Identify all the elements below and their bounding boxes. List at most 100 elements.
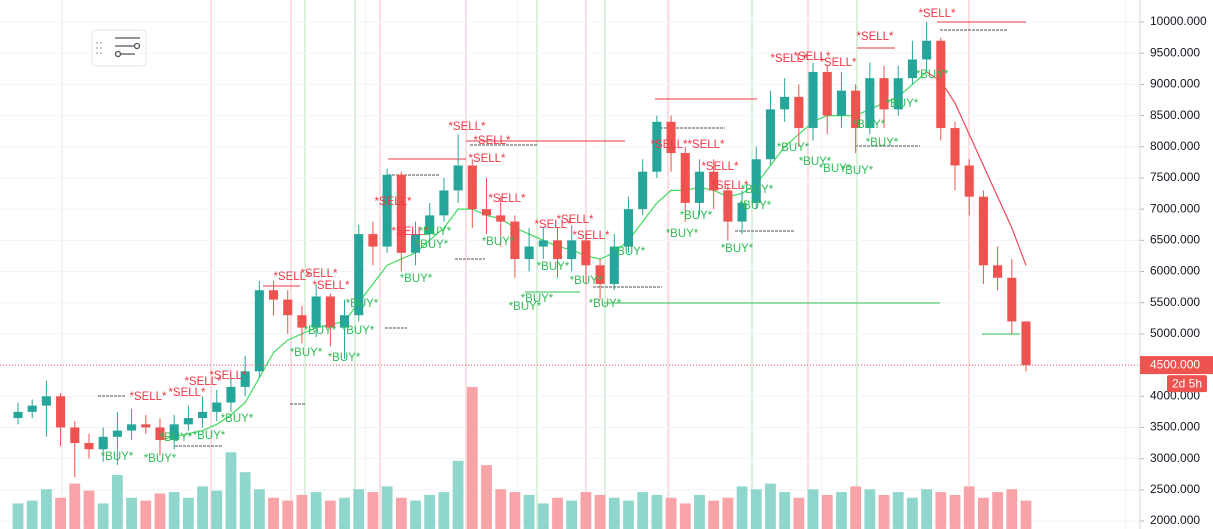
volume-bar [466,387,478,529]
volume-bar [197,486,208,529]
buy-signal: *BUY* [916,69,949,81]
sell-signal: *SELL* [312,280,350,292]
buy-signal: *BUY* [853,119,886,131]
volume-bar [353,489,365,529]
buy-signal: *BUY* [101,451,134,463]
volume-bar [140,500,152,529]
volume-bar [1020,500,1032,529]
candle-body [794,96,804,129]
last-price-box [1140,356,1213,375]
candle-body [467,165,477,210]
volume-bar [438,492,450,529]
candle-body [808,71,818,129]
volume-bar [225,452,237,529]
candle-body [581,240,591,266]
buy-signal: *BUY* [416,239,449,251]
buy-signal: *BUY* [777,142,810,154]
candle-body [694,171,705,203]
volume-bar [239,472,251,529]
volume-bar [935,492,947,529]
y-tick-label: 2500.000 [1150,482,1200,496]
candle-body [936,40,946,129]
sell-signal: *SELL* [687,139,725,151]
candle-body [609,246,619,284]
sell-signal: *SELL* [793,51,831,63]
widget-icon [114,37,141,58]
volume-bar [907,497,918,529]
volume-bar [40,489,52,529]
candle-body [737,202,747,222]
candle-body [879,78,889,110]
volume-bar [111,475,123,529]
volume-bar [282,500,294,529]
volume-bar [623,500,634,529]
volume-bar [793,497,805,529]
volume-bar [410,500,421,529]
candle-body [993,265,1003,278]
candle-body [127,424,137,431]
sell-signal: *SELL* [770,53,808,65]
candle-body [410,234,421,253]
sell-signal: *SELL* [448,121,486,133]
candle-body [765,109,775,160]
volume-bar [651,494,663,529]
volume-bar [736,486,748,529]
volume-bar [566,500,578,529]
volume-bar [310,492,322,529]
candle-body [339,315,350,328]
candle-body [666,121,676,154]
volume-bar [850,486,862,529]
last-price-label: 4500.000 [1150,357,1200,371]
volume-bar [509,492,521,529]
candle-body [382,174,392,247]
volume-bar [878,494,890,529]
volume-bar [424,494,436,529]
sell-signal: *SELL* [488,193,526,205]
volume-bar [921,489,933,529]
candle-body [155,427,165,440]
sell-signal: *SELL* [374,196,412,208]
volume-bar [963,486,975,529]
sell-signal: *SELL* [711,180,749,192]
volume-bar [182,497,194,529]
sell-signal: *SELL* [209,370,247,382]
widget-box[interactable] [91,29,147,67]
buy-signal: *BUY* [680,210,713,222]
volume-bar [253,489,265,529]
buy-signal: *BUY* [193,430,226,442]
volume-bar [26,500,38,529]
volume-bar [765,483,776,529]
buy-signal: *BUY* [328,352,361,364]
candle-body [751,159,761,203]
buy-signal: *BUY* [144,453,177,465]
candle-body [538,240,548,247]
sell-signal: *SELL* [856,31,894,43]
candle-body [652,121,662,172]
volume-bar [807,489,819,529]
y-tick-label: 10000.000 [1150,14,1207,28]
volume-bar [168,492,180,529]
buy-signal: *BUY* [419,226,452,238]
buy-signal: *BUY* [589,298,622,310]
volume-bar [154,493,166,529]
candle-body [978,196,988,266]
volume-bar [395,497,407,529]
y-tick-label: 6500.000 [1150,233,1200,247]
candle-body [822,71,832,116]
volume-bar [694,494,705,529]
widget-grip [96,42,102,54]
buy-signal: *BUY* [866,137,899,149]
candle-body [141,424,151,428]
settings-widget[interactable] [91,29,147,67]
sell-signal: *SELL* [391,226,429,238]
y-tick-label: 6000.000 [1150,264,1200,278]
buy-signal: *BUY* [346,298,379,310]
candle-body [269,290,279,300]
volume-bar [722,497,734,529]
candle-body [907,59,917,79]
candle-body [112,430,122,437]
y-tick-label: 7500.000 [1150,170,1200,184]
volume-bar [537,503,549,529]
candle-body [723,190,733,222]
